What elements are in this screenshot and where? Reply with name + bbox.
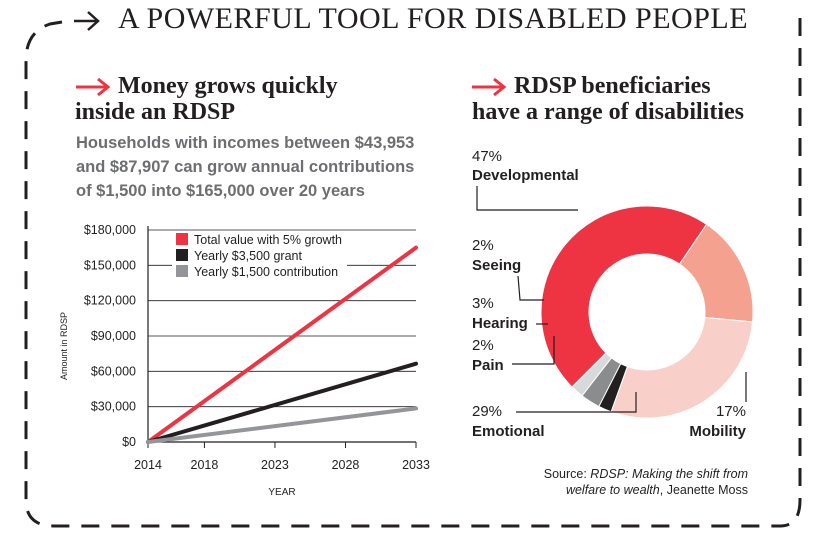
slice-pct-label: 2% <box>472 237 494 254</box>
legend-bg <box>172 248 347 262</box>
y-axis-title: Amount in RDSP <box>60 312 69 380</box>
source-title: RDSP: Making the shift from welfare to w… <box>565 467 748 497</box>
legend-swatch <box>176 249 188 261</box>
slice-name-label: Hearing <box>472 315 528 332</box>
red-arrow-icon <box>472 77 507 97</box>
series-line <box>146 245 418 444</box>
frame-border <box>24 14 802 528</box>
slice-name-label: Emotional <box>472 423 545 440</box>
y-tick-label: $120,000 <box>84 294 136 308</box>
leader-line <box>512 336 555 365</box>
x-tick-label: 2033 <box>402 458 430 472</box>
legend-bg <box>172 264 347 278</box>
leader-line <box>517 275 544 301</box>
donut-chart: 47% Developmental 17% Mobility 29% Emotional 2… <box>472 148 754 440</box>
x-tick-label: 2023 <box>261 458 289 472</box>
x-tick-label: 2014 <box>134 458 162 472</box>
slice-name-label: Seeing <box>472 257 521 274</box>
slice-pct-label: 29% <box>472 403 502 420</box>
right-heading-line1: RDSP beneficiaries <box>514 73 711 99</box>
legend-bg <box>172 232 347 246</box>
x-tick-label: 2018 <box>191 458 219 472</box>
x-tick-label: 2028 <box>332 458 360 472</box>
right-heading-line2: have a range of disabilities <box>472 99 745 125</box>
title-arrow-icon <box>74 11 100 31</box>
y-tick-label: $90,000 <box>91 329 136 343</box>
source-suffix: , Jeanette Moss <box>659 483 748 497</box>
legend-label: Yearly $3,500 grant <box>194 249 302 263</box>
source-prefix: Source: <box>543 467 591 481</box>
slice-pct-label: 2% <box>472 337 494 354</box>
slice-name-label: Mobility <box>689 423 746 440</box>
line-chart: $0 $30,000 $60,000 $90,000 $120,000 $150,000 $… <box>60 223 430 498</box>
slice-pct-label: 47% <box>472 148 502 165</box>
slice-name-label: Developmental <box>472 167 579 184</box>
x-axis-title: YEAR <box>268 487 295 498</box>
y-tick-label: $30,000 <box>91 400 136 414</box>
legend-label: Total value with 5% growth <box>194 233 342 247</box>
main-title: A POWERFUL TOOL FOR DISABLED PEOPLE <box>118 2 749 35</box>
left-heading-line2: inside an RDSP <box>75 99 236 125</box>
leader-line <box>516 392 637 413</box>
source-note: Source: RDSP: Making the shift from welf… <box>500 466 748 498</box>
legend-swatch <box>176 233 188 245</box>
slice-name-label: Pain <box>472 357 504 374</box>
y-tick-label: $150,000 <box>84 258 136 272</box>
legend-swatch <box>176 265 188 277</box>
slice-pct-label: 17% <box>716 403 746 420</box>
y-tick-label: $0 <box>122 435 136 449</box>
left-subtitle: Households with incomes between $43,953 … <box>76 134 415 200</box>
legend-label: Yearly $1,500 contribution <box>194 265 338 279</box>
series-line <box>146 406 418 444</box>
y-tick-label: $60,000 <box>91 364 136 378</box>
leader-line <box>476 186 578 211</box>
series-line <box>146 361 418 444</box>
slice-pct-label: 3% <box>472 295 494 312</box>
left-heading-line1: Money grows quickly <box>118 73 338 99</box>
red-arrow-icon <box>76 77 111 97</box>
donut-slice <box>610 316 754 419</box>
legend: Total value with 5% growth Yearly $3,500 … <box>172 232 347 279</box>
y-tick-label: $180,000 <box>84 223 136 237</box>
donut-slice <box>571 352 613 397</box>
donut-slice <box>540 205 708 388</box>
